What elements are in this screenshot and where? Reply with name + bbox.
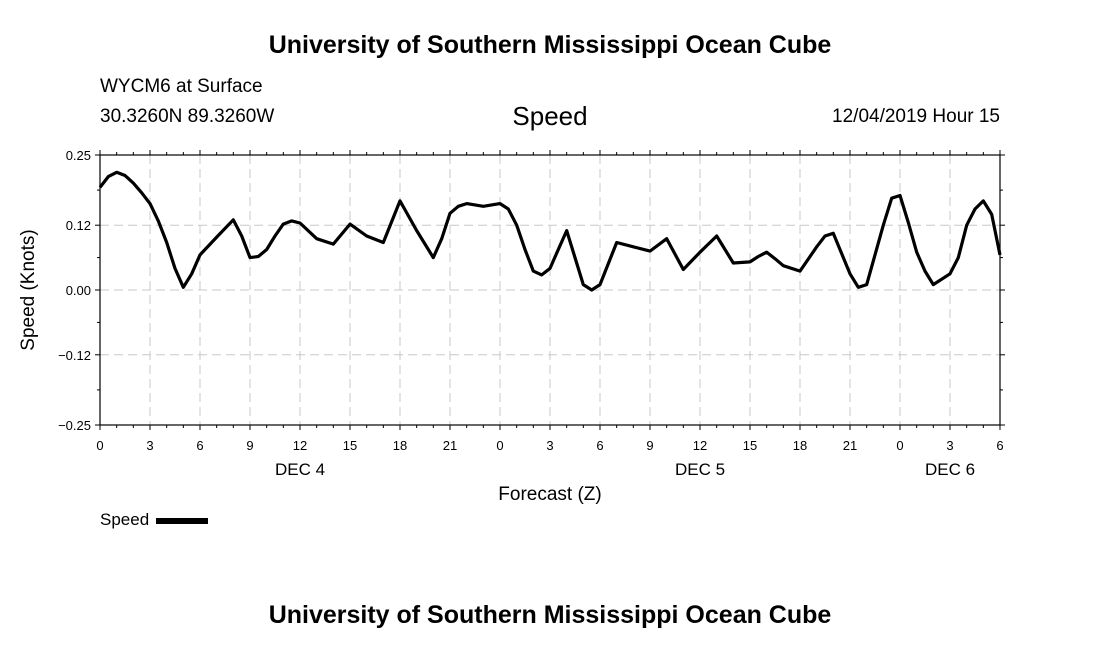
x-tick-label: 3 <box>946 438 953 453</box>
forecast-date: 12/04/2019 Hour 15 <box>832 106 1000 127</box>
y-tick-label: −0.25 <box>58 418 91 433</box>
legend-swatch <box>155 517 208 524</box>
day-label: DEC 6 <box>925 460 975 479</box>
day-labels: DEC 4 DEC 5 DEC 6 <box>275 460 975 479</box>
x-tick-label: 3 <box>546 438 553 453</box>
y-axis-label: Speed (Knots) <box>18 229 39 350</box>
x-tick-label: 21 <box>843 438 857 453</box>
y-tick-label: 0.00 <box>66 283 91 298</box>
y-tick-label: 0.25 <box>66 148 91 163</box>
day-label: DEC 5 <box>675 460 725 479</box>
x-tick-label: 21 <box>443 438 457 453</box>
chart-title: Speed <box>512 101 588 131</box>
footer-title: University of Southern Mississippi Ocean… <box>268 601 832 629</box>
legend: Speed <box>100 510 208 530</box>
x-tick-label: 18 <box>793 438 807 453</box>
speed-chart: 0.25 0.12 0.00 −0.12 −0.25 0 3 6 9 12 15 18 21 0 3 6 9 1… <box>18 148 1005 505</box>
y-tick-label: 0.12 <box>66 218 91 233</box>
station-name: WYCM6 at Surface <box>100 76 263 97</box>
x-tick-label: 12 <box>693 438 707 453</box>
x-tick-label: 0 <box>896 438 903 453</box>
y-tick-label: −0.12 <box>58 348 91 363</box>
x-tick-label: 6 <box>596 438 603 453</box>
speed-series-line <box>98 170 1002 292</box>
x-tick-label: 12 <box>293 438 307 453</box>
x-tick-label: 15 <box>743 438 757 453</box>
plot-frame <box>99 154 1001 426</box>
y-tick-labels: 0.25 0.12 0.00 −0.12 −0.25 <box>58 148 91 433</box>
x-tick-label: 3 <box>146 438 153 453</box>
x-tick-label: 0 <box>496 438 503 453</box>
station-coordinates: 30.3260N 89.3260W <box>100 106 275 127</box>
x-tick-label: 6 <box>996 438 1003 453</box>
x-tick-label: 9 <box>246 438 253 453</box>
grid-lines <box>100 155 1000 425</box>
x-tick-label: 18 <box>393 438 407 453</box>
x-tick-label: 6 <box>196 438 203 453</box>
x-tick-label: 15 <box>343 438 357 453</box>
x-tick-label: 9 <box>646 438 653 453</box>
x-tick-label: 0 <box>96 438 103 453</box>
legend-label: Speed <box>100 510 150 529</box>
page-title: University of Southern Mississippi Ocean… <box>268 31 832 59</box>
day-label: DEC 4 <box>275 460 325 479</box>
x-tick-labels: 0 3 6 9 12 15 18 21 0 3 6 9 12 15 18 21 0 3 6 <box>96 438 1003 453</box>
x-axis-label: Forecast (Z) <box>498 484 601 505</box>
